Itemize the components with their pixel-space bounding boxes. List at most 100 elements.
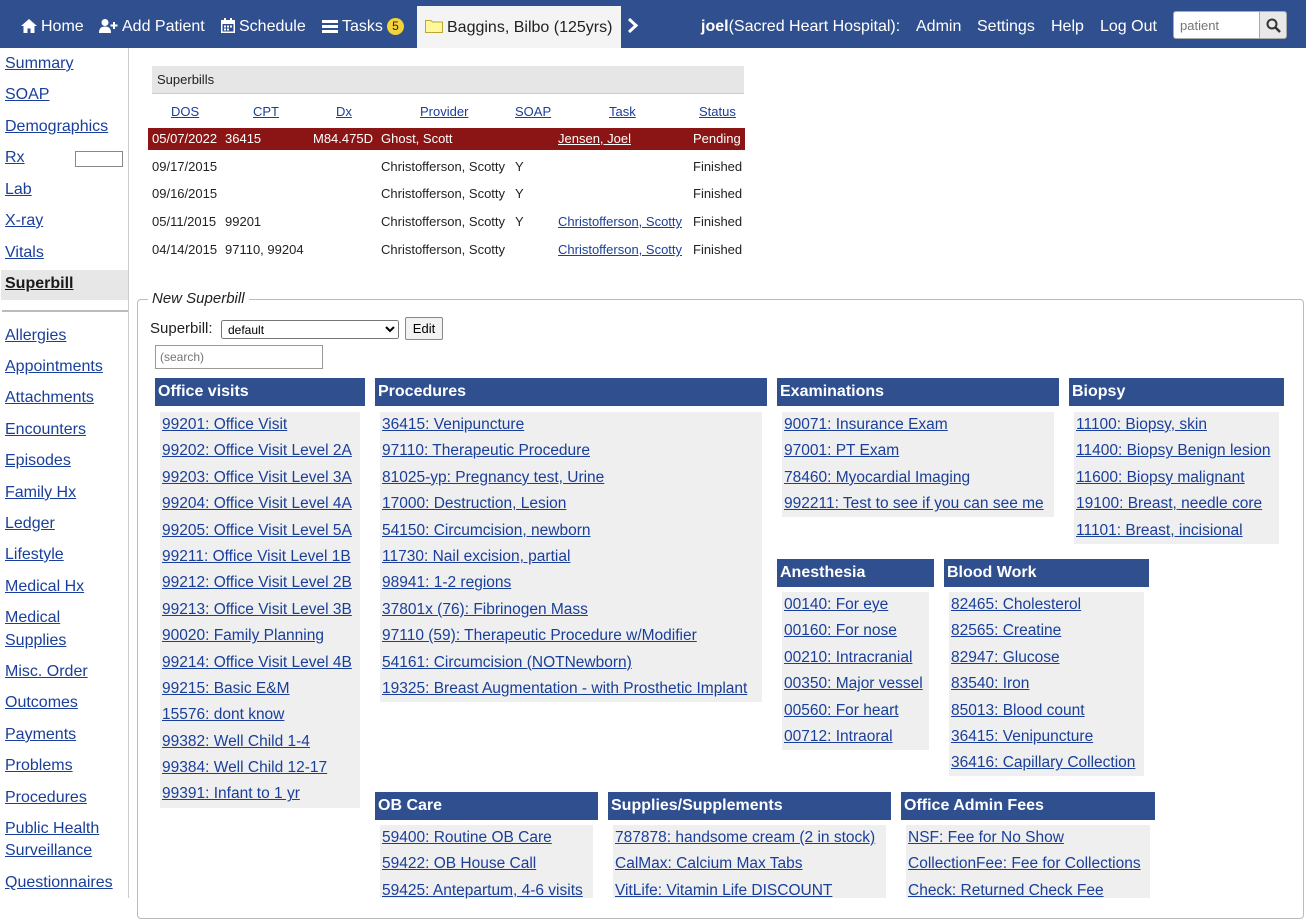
nav-add-patient[interactable]: Add Patient xyxy=(99,0,205,48)
nav-admin[interactable]: Admin xyxy=(916,18,962,35)
table-row[interactable]: 04/14/2015 97110, 99204 Christofferson, … xyxy=(148,239,745,261)
billing-code-link[interactable]: 81025-yp: Pregnancy test, Urine xyxy=(382,468,605,486)
column-header-soap[interactable]: SOAP xyxy=(515,104,552,119)
nav-home[interactable]: Home xyxy=(21,0,84,48)
billing-code-link[interactable]: 97110: Therapeutic Procedure xyxy=(382,442,590,460)
billing-code-link[interactable]: 99205: Office Visit Level 5A xyxy=(162,521,352,539)
billing-code-link[interactable]: 00140: For eye xyxy=(784,596,889,613)
sidebar-item-rx[interactable]: Rx xyxy=(5,149,25,166)
sidebar-item-xray[interactable]: X-ray xyxy=(5,212,44,229)
billing-code-link[interactable]: 90071: Insurance Exam xyxy=(784,416,948,433)
billing-code-link[interactable]: 99214: Office Visit Level 4B xyxy=(162,653,352,671)
nav-settings[interactable]: Settings xyxy=(977,18,1035,35)
billing-code-link[interactable]: 00350: Major vessel xyxy=(784,675,923,693)
billing-code-link[interactable]: 36415: Venipuncture xyxy=(382,416,525,433)
sidebar-item-questionnaires[interactable]: Questionnaires xyxy=(5,874,113,891)
billing-code-link[interactable]: 97001: PT Exam xyxy=(784,442,900,460)
sidebar-item-lab[interactable]: Lab xyxy=(5,181,32,198)
billing-code-link[interactable]: 19100: Breast, needle core xyxy=(1076,495,1263,513)
billing-code-link[interactable]: 99384: Well Child 12-17 xyxy=(162,759,328,777)
billing-code-link[interactable]: 36416: Capillary Collection xyxy=(951,754,1136,772)
billing-code-link[interactable]: 99213: Office Visit Level 3B xyxy=(162,600,352,618)
sidebar-item-allergies[interactable]: Allergies xyxy=(5,327,67,344)
sidebar-item-superbill[interactable]: Superbill xyxy=(5,275,74,292)
column-header-provider[interactable]: Provider xyxy=(420,104,469,119)
patient-search-button[interactable] xyxy=(1259,11,1287,39)
nav-schedule[interactable]: Schedule xyxy=(221,0,306,48)
billing-code-link[interactable]: 54150: Circumcision, newborn xyxy=(382,521,591,539)
billing-code-link[interactable]: 82465: Cholesterol xyxy=(951,596,1082,613)
sidebar-item-attachments[interactable]: Attachments xyxy=(5,389,94,406)
billing-code-link[interactable]: 99391: Infant to 1 yr xyxy=(162,785,300,803)
billing-code-link[interactable]: 11600: Biopsy malignant xyxy=(1076,468,1245,486)
nav-tasks[interactable]: Tasks 5 xyxy=(322,0,404,48)
superbill-edit-button[interactable]: Edit xyxy=(405,317,443,340)
billing-code-link[interactable]: 992211: Test to see if you can see me xyxy=(784,495,1044,513)
billing-code-link[interactable]: 85013: Blood count xyxy=(951,701,1085,719)
cell-task-link[interactable]: Christofferson, Scotty xyxy=(558,214,683,229)
billing-code-link[interactable]: 787878: handsome cream (2 in stock) xyxy=(615,829,876,846)
billing-code-link[interactable]: 19325: Breast Augmentation - with Prosth… xyxy=(382,679,748,697)
sidebar-item-medical-supplies[interactable]: Medical xyxy=(5,609,61,626)
billing-code-link[interactable]: 36415: Venipuncture xyxy=(951,727,1094,745)
sidebar-item-ledger[interactable]: Ledger xyxy=(5,515,55,532)
cell-task-link[interactable]: Jensen, Joel xyxy=(558,131,631,146)
billing-code-link[interactable]: 11100: Biopsy, skin xyxy=(1076,416,1207,433)
nav-expand-button[interactable] xyxy=(627,0,642,48)
column-header-cpt[interactable]: CPT xyxy=(253,104,279,119)
billing-code-link[interactable]: 90020: Family Planning xyxy=(162,627,324,645)
nav-help[interactable]: Help xyxy=(1051,18,1084,35)
table-row[interactable]: 09/16/2015 Christofferson, Scotty Y Fini… xyxy=(148,183,745,205)
billing-code-link[interactable]: 59425: Antepartum, 4-6 visits xyxy=(382,881,583,899)
billing-code-link[interactable]: 99382: Well Child 1-4 xyxy=(162,732,310,750)
table-row[interactable]: 09/17/2015 Christofferson, Scotty Y Fini… xyxy=(148,156,745,178)
billing-code-link[interactable]: 98941: 1-2 regions xyxy=(382,574,512,592)
billing-code-link[interactable]: 99211: Office Visit Level 1B xyxy=(162,547,351,565)
billing-code-link[interactable]: 99204: Office Visit Level 4A xyxy=(162,495,352,513)
billing-code-link[interactable]: VitLife: Vitamin Life DISCOUNT xyxy=(615,881,833,899)
sidebar-item-procedures[interactable]: Procedures xyxy=(5,789,87,806)
billing-code-link[interactable]: 82947: Glucose xyxy=(951,648,1060,666)
billing-code-link[interactable]: 11730: Nail excision, partial xyxy=(382,547,571,565)
table-row[interactable]: 05/11/2015 99201 Christofferson, Scotty … xyxy=(148,211,745,233)
billing-code-link[interactable]: 17000: Destruction, Lesion xyxy=(382,495,567,513)
sidebar-item-lifestyle[interactable]: Lifestyle xyxy=(5,546,64,563)
column-header-status[interactable]: Status xyxy=(699,104,736,119)
sidebar-item-demographics[interactable]: Demographics xyxy=(5,118,109,135)
sidebar-item-public-health-line2[interactable]: Surveillance xyxy=(5,842,93,859)
billing-code-link[interactable]: 15576: dont know xyxy=(162,706,285,724)
billing-code-link[interactable]: 83540: Iron xyxy=(951,675,1030,693)
nav-logout[interactable]: Log Out xyxy=(1100,18,1157,35)
billing-code-link[interactable]: 59400: Routine OB Care xyxy=(382,829,552,846)
sidebar-item-payments[interactable]: Payments xyxy=(5,726,77,743)
billing-code-link[interactable]: 99215: Basic E&M xyxy=(162,679,290,697)
column-header-dos[interactable]: DOS xyxy=(171,104,200,119)
billing-code-link[interactable]: 97110 (59): Therapeutic Procedure w/Modi… xyxy=(382,627,697,645)
sidebar-item-medical-hx[interactable]: Medical Hx xyxy=(5,578,85,595)
billing-code-link[interactable]: 00210: Intracranial xyxy=(784,648,913,666)
superbill-search-input[interactable] xyxy=(155,345,323,369)
superbill-select[interactable]: default xyxy=(221,320,399,339)
billing-code-link[interactable]: 00160: For nose xyxy=(784,622,897,640)
billing-code-link[interactable]: 11101: Breast, incisional xyxy=(1076,521,1243,539)
cell-task-link[interactable]: Christofferson, Scotty xyxy=(558,242,683,257)
sidebar-item-episodes[interactable]: Episodes xyxy=(5,452,71,469)
sidebar-item-vitals[interactable]: Vitals xyxy=(5,244,44,261)
billing-code-link[interactable]: Check: Returned Check Fee xyxy=(908,881,1104,899)
sidebar-item-family-hx[interactable]: Family Hx xyxy=(5,484,77,501)
sidebar-item-problems[interactable]: Problems xyxy=(5,757,73,774)
sidebar-item-summary[interactable]: Summary xyxy=(5,55,74,72)
patient-search-input[interactable] xyxy=(1173,11,1260,39)
billing-code-link[interactable]: CollectionFee: Fee for Collections xyxy=(908,855,1141,873)
sidebar-item-appointments[interactable]: Appointments xyxy=(5,358,103,375)
billing-code-link[interactable]: 37801x (76): Fibrinogen Mass xyxy=(382,600,588,618)
billing-code-link[interactable]: 11400: Biopsy Benign lesion xyxy=(1076,442,1271,460)
billing-code-link[interactable]: 99202: Office Visit Level 2A xyxy=(162,442,352,460)
billing-code-link[interactable]: 59422: OB House Call xyxy=(382,855,537,873)
sidebar-item-misc-order[interactable]: Misc. Order xyxy=(5,663,88,680)
sidebar-item-outcomes[interactable]: Outcomes xyxy=(5,694,78,711)
billing-code-link[interactable]: 78460: Myocardial Imaging xyxy=(784,468,971,486)
billing-code-link[interactable]: CalMax: Calcium Max Tabs xyxy=(615,855,803,873)
sidebar-item-soap[interactable]: SOAP xyxy=(5,86,50,103)
billing-code-link[interactable]: 00560: For heart xyxy=(784,701,899,719)
